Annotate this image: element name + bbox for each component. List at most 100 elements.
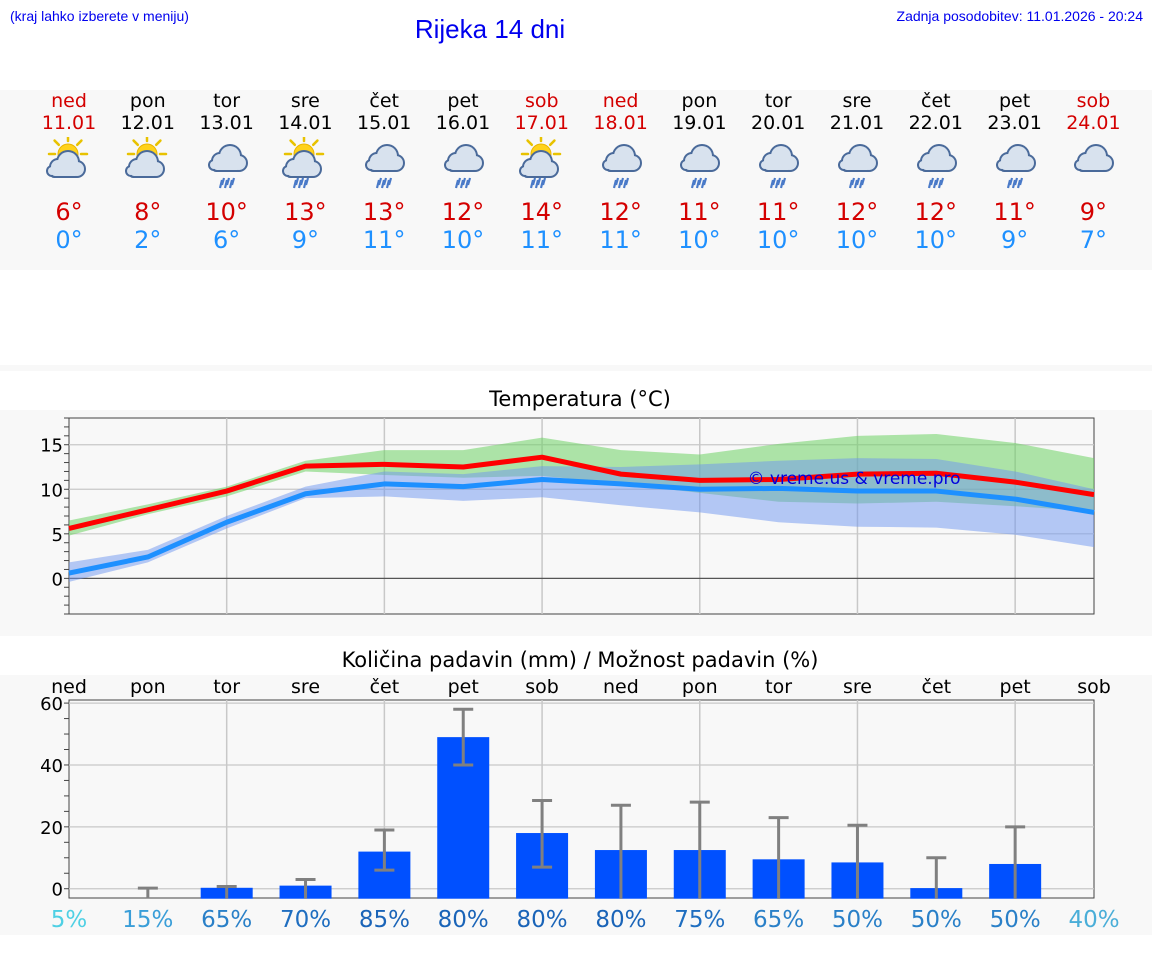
- min-temperature: 6°: [212, 226, 241, 254]
- sun-cloud-rain-icon: [282, 137, 325, 189]
- max-temperature: 9°: [1079, 198, 1108, 226]
- precipitation-plot-area: [68, 699, 1095, 899]
- min-temperature: 10°: [441, 226, 485, 254]
- max-temperature: 11°: [993, 198, 1036, 226]
- min-temperature: 2°: [134, 226, 162, 254]
- day-name: sre: [290, 90, 320, 112]
- error-bar: [768, 816, 789, 899]
- day-name: sre: [842, 90, 872, 112]
- day-name: tor: [764, 90, 792, 112]
- error-bar: [295, 877, 316, 899]
- cloud-shape-icon: [1074, 144, 1115, 172]
- x-category-label: pet: [448, 676, 479, 698]
- max-temperature: 13°: [284, 198, 327, 226]
- min-temperature: 10°: [756, 226, 800, 254]
- cloud-rain-icon: [680, 144, 721, 189]
- day-name: sob: [1076, 90, 1111, 112]
- rain-drops-icon: [218, 177, 235, 189]
- day-date: 17.01: [514, 112, 569, 134]
- error-bar: [216, 885, 237, 899]
- min-temperature: 11°: [599, 226, 642, 254]
- day-date: 12.01: [120, 112, 175, 134]
- y-tick-label: 40: [40, 756, 63, 777]
- max-temperature: 12°: [914, 198, 958, 226]
- day-date: 14.01: [278, 112, 333, 134]
- cloud-rain-icon: [444, 144, 484, 189]
- location-menu-hint[interactable]: (kraj lahko izberete v meniju): [10, 8, 189, 24]
- cloud-rain-icon: [759, 144, 800, 189]
- max-temperature: 13°: [362, 198, 406, 226]
- x-category-label: ned: [603, 676, 639, 698]
- watermark: © vreme.us & vreme.pro: [747, 469, 960, 489]
- precipitation-probability-label: 50%: [911, 907, 962, 933]
- error-bar: [1005, 825, 1026, 899]
- cloud-shape-icon: [680, 144, 721, 172]
- max-temperature: 10°: [205, 198, 248, 226]
- precipitation-probability-label: 65%: [201, 907, 252, 933]
- max-temperature: 11°: [756, 198, 800, 226]
- min-temperature: 9°: [1000, 226, 1029, 254]
- rain-drops-icon: [293, 177, 310, 189]
- x-category-label: sre: [291, 676, 320, 698]
- precipitation-probability-label: 80%: [438, 907, 489, 933]
- cloud-rain-icon: [207, 144, 248, 189]
- cloud-rain-icon: [995, 144, 1036, 189]
- x-category-label: pon: [682, 676, 718, 698]
- x-category-label: tor: [765, 676, 792, 698]
- cloud-shape-icon: [46, 150, 86, 178]
- day-name: ned: [51, 90, 87, 112]
- x-category-label: sob: [1077, 676, 1111, 698]
- cloud-shape-icon: [916, 144, 957, 172]
- day-date: 21.01: [829, 112, 885, 134]
- day-name: ned: [602, 90, 639, 112]
- min-temperature: 7°: [1079, 226, 1108, 254]
- error-bar: [610, 803, 631, 899]
- temperature-chart-title: Temperatura (°C): [489, 387, 671, 411]
- precipitation-probability-label: 80%: [595, 907, 646, 933]
- x-category-label: čet: [370, 676, 400, 698]
- max-temperature: 11°: [678, 198, 721, 226]
- day-name: pon: [681, 90, 718, 112]
- day-date: 18.01: [593, 112, 648, 134]
- rain-drops-icon: [927, 177, 944, 189]
- precipitation-probability-label: 80%: [517, 907, 568, 933]
- day-name: pet: [447, 90, 479, 112]
- forecast-strip: [0, 90, 1152, 270]
- x-category-label: čet: [922, 676, 952, 698]
- error-bar: [374, 828, 395, 872]
- error-bar: [532, 799, 553, 869]
- min-temperature: 11°: [362, 226, 406, 254]
- temperature-chart: 0 5 10 15 © vreme.us & vreme.pro: [40, 417, 1095, 615]
- precipitation-probability-label: 50%: [990, 907, 1041, 933]
- rain-drops-icon: [376, 177, 393, 189]
- sun-cloud-icon: [124, 137, 168, 178]
- max-temperature: 6°: [55, 198, 83, 226]
- x-category-label: tor: [213, 676, 240, 698]
- precipitation-probability-label: 40%: [1068, 907, 1119, 933]
- sun-cloud-icon: [46, 137, 89, 178]
- precipitation-probability-label: 50%: [832, 907, 883, 933]
- cloud-icon: [1074, 144, 1115, 172]
- y-tick-label: 10: [40, 480, 63, 501]
- max-temperature: 12°: [441, 198, 485, 226]
- min-temperature: 10°: [835, 226, 879, 254]
- day-date: 23.01: [987, 112, 1042, 134]
- x-category-label: pet: [1000, 676, 1031, 698]
- x-category-label: ned: [51, 676, 87, 698]
- max-temperature: 12°: [835, 198, 879, 226]
- day-date: 20.01: [750, 112, 806, 134]
- y-tick-label: 60: [40, 694, 63, 715]
- error-bar: [847, 823, 868, 899]
- cloud-shape-icon: [995, 144, 1036, 172]
- day-date: 24.01: [1066, 112, 1121, 134]
- cloud-shape-icon: [838, 144, 878, 172]
- y-tick-label: 0: [52, 880, 63, 901]
- last-update-label: Zadnja posodobitev: 11.01.2026 - 20:24: [896, 8, 1143, 24]
- cloud-rain-icon: [601, 144, 642, 189]
- x-category-label: pon: [130, 676, 166, 698]
- rain-drops-icon: [612, 177, 629, 189]
- cloud-rain-icon: [365, 144, 406, 189]
- cloud-shape-icon: [207, 144, 248, 172]
- max-temperature-line: [68, 454, 1095, 531]
- cloud-rain-icon: [916, 144, 957, 189]
